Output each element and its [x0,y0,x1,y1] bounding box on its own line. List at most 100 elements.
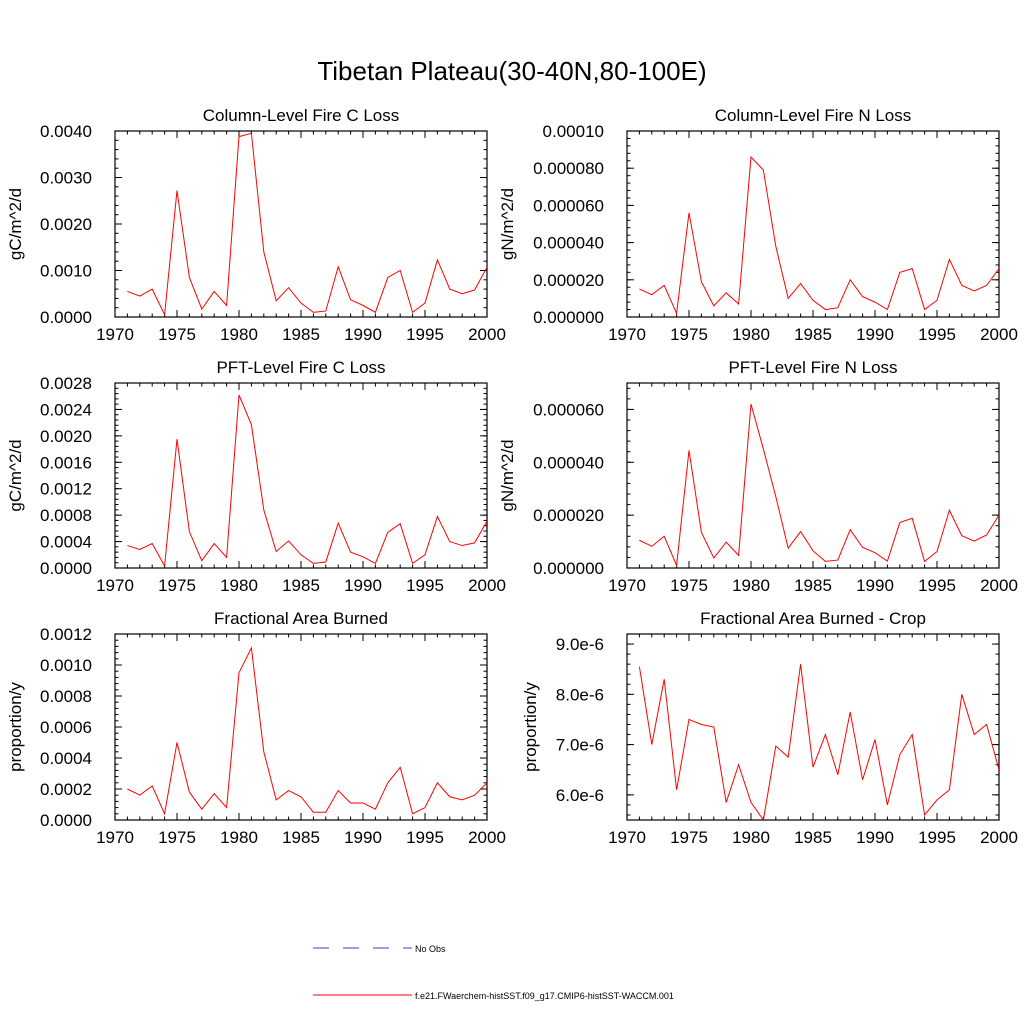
x-tick-label: 1990 [344,325,382,344]
x-tick-label: 1970 [608,828,646,847]
y-axis-label: gC/m^2/d [6,188,25,260]
y-tick-label: 8.0e-6 [556,685,604,704]
y-tick-label: 0.0012 [40,480,92,499]
x-tick-label: 1995 [406,828,444,847]
legend-obs-label: No Obs [415,944,446,954]
figure-title: Tibetan Plateau(30-40N,80-100E) [0,56,1024,87]
x-tick-label: 1990 [344,828,382,847]
x-tick-label: 1980 [220,828,258,847]
x-tick-label: 1990 [856,325,894,344]
y-tick-label: 0.0040 [40,122,92,141]
x-tick-label: 1975 [158,325,196,344]
y-tick-label: 0.000040 [533,453,604,472]
plot-frame [115,634,487,820]
series-line [639,664,999,820]
y-tick-label: 0.0002 [40,780,92,799]
x-tick-label: 1985 [794,576,832,595]
series-line [127,648,487,814]
x-tick-label: 1990 [856,576,894,595]
y-tick-label: 0.0006 [40,718,92,737]
x-tick-label: 2000 [980,325,1018,344]
y-tick-label: 0.0030 [40,169,92,188]
y-tick-label: 0.0000 [40,811,92,830]
y-tick-label: 0.0008 [40,506,92,525]
x-tick-label: 1975 [670,828,708,847]
x-tick-label: 1985 [282,828,320,847]
x-tick-label: 1995 [918,576,956,595]
x-tick-label: 1970 [96,325,134,344]
x-tick-label: 1970 [608,325,646,344]
x-tick-label: 1975 [670,325,708,344]
x-tick-label: 1975 [158,576,196,595]
y-tick-label: 0.000000 [533,308,604,327]
series-line [127,395,487,566]
y-tick-label: 0.0020 [40,427,92,446]
y-tick-label: 0.000060 [533,400,604,419]
y-axis-label: gC/m^2/d [6,439,25,511]
x-tick-label: 1985 [794,828,832,847]
y-tick-label: 6.0e-6 [556,786,604,805]
y-tick-label: 0.0016 [40,453,92,472]
x-tick-label: 2000 [468,576,506,595]
y-tick-label: 0.00010 [543,122,604,141]
y-tick-label: 7.0e-6 [556,736,604,755]
legend-model-label: f.e21.FWaerchem-histSST.f09_g17.CMIP6-hi… [415,991,674,1001]
x-tick-label: 2000 [980,576,1018,595]
y-tick-label: 0.000060 [533,196,604,215]
chart-panel-6: Fractional Area Burned - Crop proportion/… [521,609,1018,847]
x-tick-label: 1970 [608,576,646,595]
y-tick-label: 0.0004 [40,749,92,768]
y-tick-label: 0.000020 [533,271,604,290]
x-tick-label: 1980 [732,325,770,344]
x-tick-label: 1990 [344,576,382,595]
series-line [127,133,487,314]
y-tick-label: 0.0024 [40,400,92,419]
x-tick-label: 1995 [918,325,956,344]
y-axis-label: proportion/y [6,682,25,772]
chart-title: Column-Level Fire C Loss [203,106,400,125]
y-axis-label: proportion/y [521,682,540,772]
plot-frame [115,383,487,568]
legend: No Obs f.e21.FWaerchem-histSST.f09_g17.CM… [313,944,674,1001]
y-tick-label: 0.0020 [40,215,92,234]
chart-panel-5: Fractional Area Burned proportion/y 1970 19… [6,609,506,847]
x-tick-label: 2000 [468,325,506,344]
y-tick-label: 9.0e-6 [556,635,604,654]
x-tick-label: 1980 [732,576,770,595]
x-tick-label: 1995 [406,576,444,595]
x-tick-label: 1995 [406,325,444,344]
y-tick-label: 0.000080 [533,159,604,178]
x-tick-label: 1985 [282,576,320,595]
y-tick-label: 0.0004 [40,533,92,552]
y-axis-label: gN/m^2/d [498,439,517,511]
x-tick-label: 1985 [794,325,832,344]
plot-frame [627,634,999,820]
y-tick-label: 0.0012 [40,625,92,644]
y-tick-label: 0.0008 [40,687,92,706]
y-tick-label: 0.0000 [40,308,92,327]
y-tick-label: 0.000020 [533,506,604,525]
y-axis-label: gN/m^2/d [498,188,517,260]
x-tick-label: 1980 [732,828,770,847]
x-tick-label: 1970 [96,828,134,847]
x-tick-label: 1990 [856,828,894,847]
plot-frame [627,383,999,568]
x-tick-label: 2000 [980,828,1018,847]
x-tick-label: 1985 [282,325,320,344]
y-tick-label: 0.000000 [533,559,604,578]
chart-panel-1: Column-Level Fire C Loss gC/m^2/d 1970 1975… [6,106,506,344]
x-tick-label: 1980 [220,576,258,595]
x-tick-label: 1995 [918,828,956,847]
chart-title: Fractional Area Burned - Crop [700,609,926,628]
plot-frame [115,131,487,317]
series-line [639,157,999,313]
chart-title: Fractional Area Burned [214,609,388,628]
series-line [639,404,999,565]
y-tick-label: 0.0010 [40,656,92,675]
y-tick-label: 0.000040 [533,234,604,253]
x-tick-label: 2000 [468,828,506,847]
